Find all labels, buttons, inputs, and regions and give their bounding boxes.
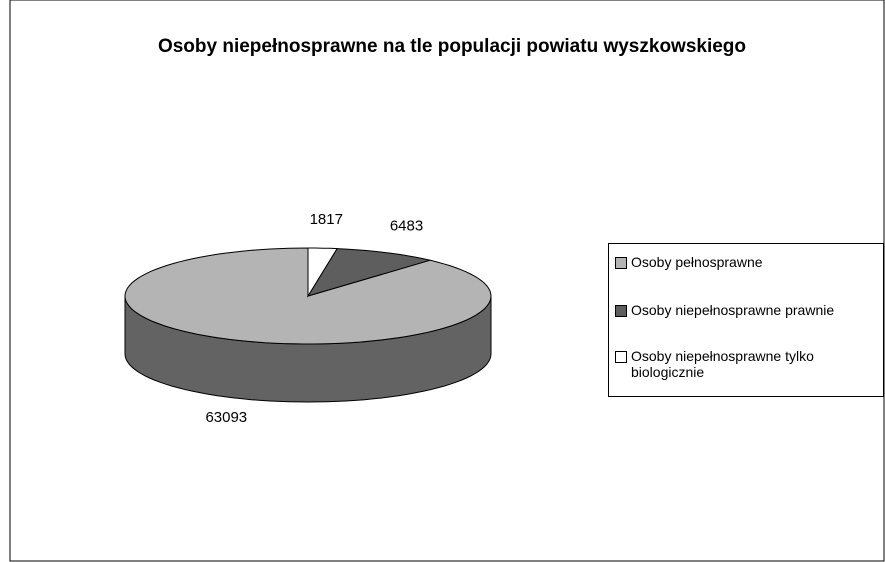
- legend-swatch: [615, 257, 627, 269]
- chart-title: Osoby niepełnosprawne na tle populacji p…: [158, 36, 746, 57]
- legend-item: Osoby niepełnosprawne prawnie: [615, 302, 877, 318]
- legend-swatch: [615, 305, 627, 317]
- data-label: 63093: [205, 409, 247, 426]
- legend: Osoby pełnosprawne Osoby niepełnosprawne …: [608, 243, 884, 397]
- chart-frame: [9, 0, 885, 562]
- legend-label: Osoby niepełnosprawne tylko biologicznie: [631, 348, 814, 380]
- pie-slice: [307, 247, 338, 298]
- pie-slice: [306, 248, 431, 297]
- pie: 63093 6483 1817: [124, 211, 492, 426]
- legend-label: Osoby niepełnosprawne prawnie: [631, 302, 835, 318]
- legend-label: Osoby pełnosprawne: [631, 254, 763, 270]
- legend-item: Osoby pełnosprawne: [615, 254, 877, 270]
- data-label: 1817: [310, 211, 343, 228]
- data-label: 6483: [390, 217, 423, 234]
- legend-item: Osoby niepełnosprawne tylko biologicznie: [615, 348, 877, 380]
- legend-swatch: [615, 351, 627, 363]
